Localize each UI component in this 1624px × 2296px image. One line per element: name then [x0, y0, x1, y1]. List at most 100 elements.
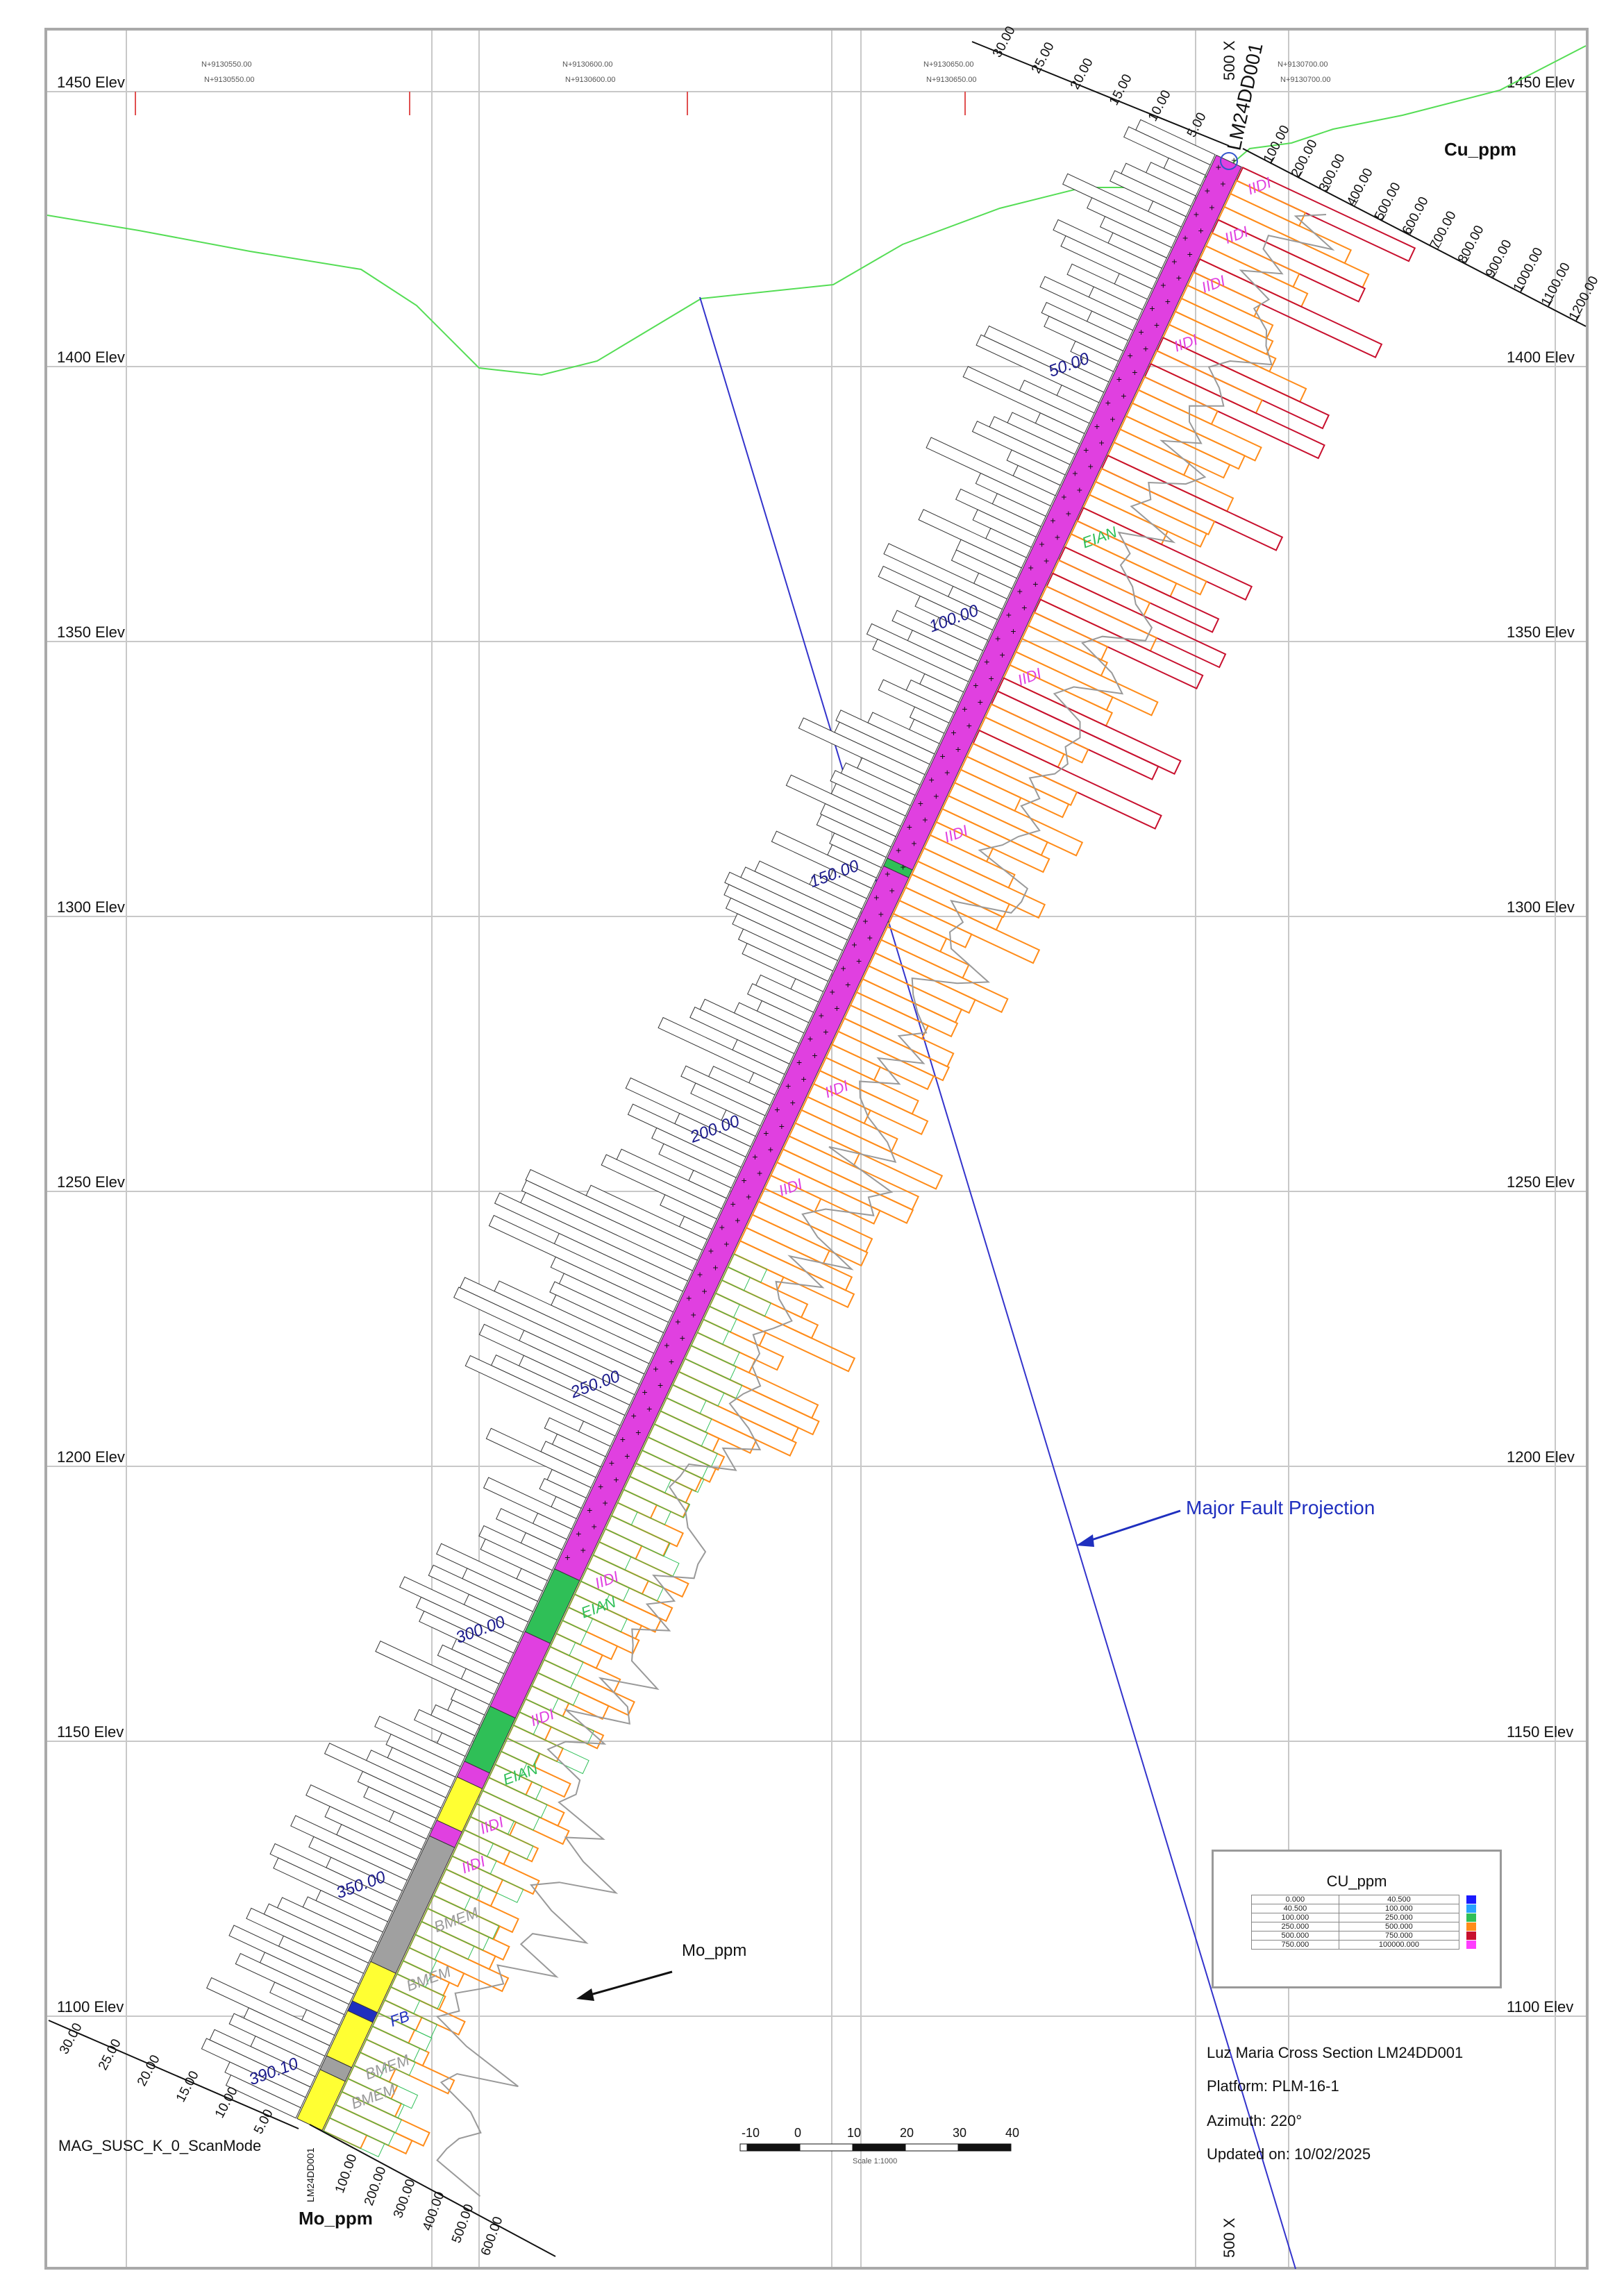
platform-label: Platform: PLM-16-1	[1207, 2077, 1339, 2095]
cu-bar	[1076, 507, 1253, 601]
lithology-symbol: +	[1083, 444, 1089, 455]
cu-bar	[678, 1357, 820, 1436]
lithology-symbol: +	[1028, 562, 1034, 573]
legend-to: 100000.000	[1338, 1940, 1460, 1950]
mo-bar	[648, 1423, 718, 1468]
lithology-symbol: +	[801, 1073, 807, 1084]
lithology-symbol: +	[735, 1215, 740, 1226]
cu-bar	[696, 1318, 785, 1371]
mo-bar	[507, 1725, 589, 1775]
scale-bar: -10 0 10 20 30 40 Scale 1:1000	[739, 2126, 1019, 2165]
lithology-symbol: +	[576, 1528, 581, 1539]
cu-bar	[776, 1148, 914, 1225]
cu-bar	[623, 1475, 690, 1518]
mag-bar	[415, 1596, 519, 1654]
mag-bar	[891, 610, 984, 662]
lithology-symbol: +	[873, 892, 879, 903]
cu-axis-tick-label: 700.00	[1428, 209, 1459, 251]
mo-bar	[421, 1908, 489, 1951]
lithology-symbol: +	[1066, 508, 1071, 519]
cu-bar	[972, 729, 1162, 830]
cu-bar	[978, 716, 1065, 769]
mo-bar	[537, 1659, 578, 1689]
cu-bar	[733, 1239, 855, 1309]
mag-axis-tick-label: 10.00	[1146, 88, 1174, 124]
cu-bar	[984, 703, 1089, 764]
cu-bar	[794, 1109, 944, 1190]
lithology-symbol: +	[911, 838, 916, 849]
mag-bar	[955, 488, 1041, 538]
mag-bar	[225, 2075, 301, 2119]
lithology-symbol: +	[730, 1198, 736, 1209]
mag-bar	[627, 1103, 746, 1168]
mag-bar	[450, 1689, 490, 1716]
mag-bar	[385, 1734, 461, 1778]
lithology-symbol: +	[951, 727, 956, 738]
lithology-symbol: +	[653, 1363, 658, 1374]
mag-bar	[866, 623, 974, 682]
cu-bar	[1119, 415, 1231, 479]
top-scale-marker: 500 X	[1221, 40, 1238, 81]
legend-swatch	[1466, 1941, 1476, 1949]
lithology-symbol: +	[1160, 279, 1166, 290]
lithology-symbol: +	[807, 1033, 813, 1044]
cu-bar	[801, 1096, 898, 1153]
lithology-symbol: +	[1198, 225, 1204, 236]
cu-bar	[1088, 480, 1208, 548]
lithology-symbol: +	[598, 1481, 603, 1492]
mag-bar	[625, 1077, 756, 1148]
mag-bar	[742, 943, 829, 992]
northing-label: N+9130650.00	[926, 76, 976, 84]
legend-title: CU_ppm	[1326, 1872, 1387, 1890]
azimuth-label: Azimuth: 220°	[1207, 2112, 1303, 2129]
grid-lines	[47, 31, 1586, 2267]
cu-bar	[868, 952, 976, 1014]
lithology-symbol: +	[768, 1144, 773, 1155]
lithology-symbol: +	[1139, 326, 1144, 337]
mag-bar	[914, 595, 994, 641]
mo-curve-annotation: Mo_ppm	[682, 1941, 747, 1960]
mo-bar	[592, 1541, 632, 1570]
mo-bar	[635, 1450, 705, 1493]
cu-bar	[757, 1187, 873, 1253]
mag-axis-line-top	[971, 41, 1230, 146]
lithology-symbol: +	[830, 986, 835, 997]
northing-label: N+9130550.00	[204, 76, 254, 84]
mag-bar	[1041, 301, 1129, 352]
lithology-symbol: +	[862, 916, 868, 927]
lithology-symbol: +	[907, 821, 912, 832]
cu-axis-tick	[1575, 314, 1581, 321]
mag-axis-tick-label: 10.00	[212, 2085, 241, 2121]
legend-table: 0.000 40.500 40.500 100.000 100.000 250.000 25…	[1251, 1895, 1460, 1950]
lithology-symbol: +	[675, 1316, 680, 1327]
cu-bar	[1070, 520, 1207, 596]
lithology-symbol: +	[922, 814, 928, 826]
mag-bar	[324, 1806, 422, 1861]
mag-bar	[689, 1006, 795, 1065]
mag-bar	[724, 871, 853, 941]
mag-bar	[273, 1857, 394, 1922]
cu-bar	[837, 1017, 951, 1082]
lithology-symbol: +	[841, 962, 846, 973]
mo-bar	[629, 1463, 672, 1493]
mag-axis-line-bottom	[48, 2020, 299, 2129]
cu-bar	[892, 899, 973, 948]
lithology-symbol: +	[624, 1450, 630, 1461]
lithology-symbol: +	[613, 1474, 619, 1485]
cu-bar	[598, 1527, 643, 1560]
lithology-symbol: +	[620, 1434, 626, 1445]
cu-bar	[641, 1436, 717, 1483]
lithology-label: BMEM	[362, 2051, 412, 2083]
cu-axis-tick	[1520, 285, 1525, 293]
lithology-symbol: +	[933, 791, 939, 802]
mo-axis-tick-label: 500.00	[449, 2202, 477, 2245]
elevation-label-right: 1150 Elev	[1507, 1723, 1573, 1741]
lithology-symbol: +	[669, 1356, 674, 1367]
mag-bar	[1060, 235, 1158, 290]
cu-axis-tick	[1492, 271, 1498, 279]
mag-bar	[308, 1836, 408, 1891]
elevation-label-left: 1400 Elev	[57, 349, 125, 366]
mag-bar	[878, 565, 998, 630]
mag-bar	[680, 1065, 771, 1116]
